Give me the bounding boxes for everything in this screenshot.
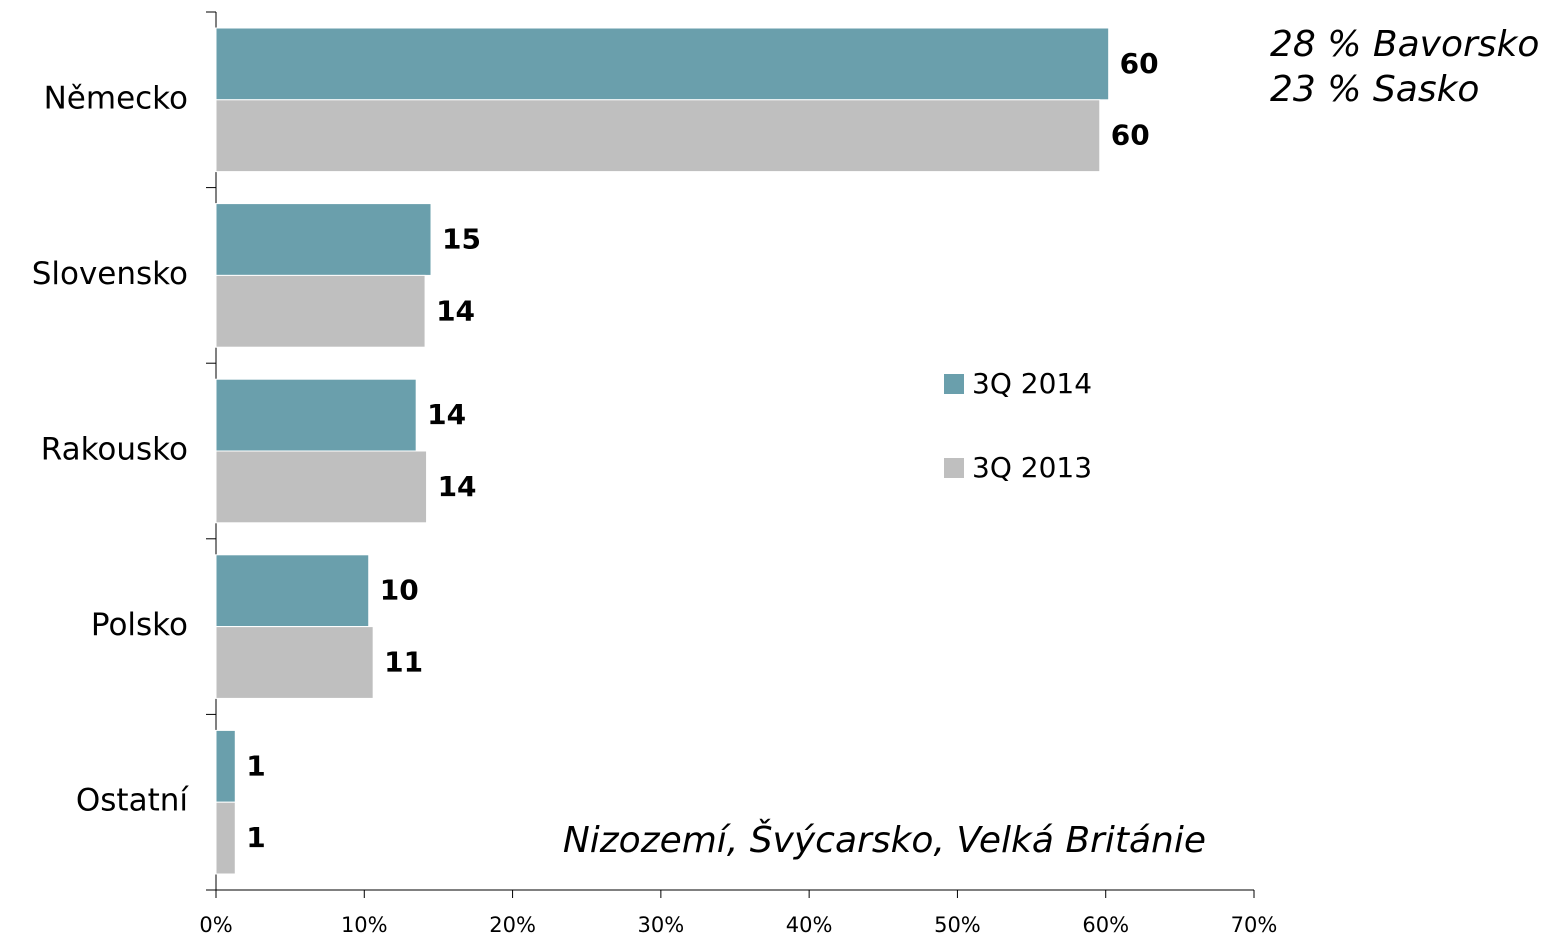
value-label: 1 — [246, 749, 265, 782]
legend-swatch — [944, 458, 964, 478]
value-label: 11 — [384, 646, 423, 679]
bar — [215, 729, 236, 803]
value-label: 1 — [246, 821, 265, 854]
bar — [215, 203, 432, 276]
x-tick-label: 20% — [489, 913, 536, 937]
value-label: 10 — [380, 574, 419, 607]
category-label: Ostatní — [76, 783, 190, 819]
x-tick-label: 50% — [934, 913, 981, 937]
bar — [215, 554, 370, 628]
category-label: Rakousko — [41, 432, 188, 468]
value-label: 15 — [442, 223, 481, 256]
legend-label: 3Q 2014 — [972, 367, 1092, 400]
x-tick-label: 40% — [786, 913, 833, 937]
x-tick-label: 60% — [1082, 913, 1129, 937]
annotation: 28 % Bavorsko — [1270, 24, 1539, 65]
bar — [215, 378, 417, 452]
value-label: 14 — [427, 398, 466, 431]
category-label: Německo — [44, 80, 188, 116]
x-tick-label: 70% — [1231, 913, 1278, 937]
value-label: 60 — [1120, 47, 1159, 80]
bar — [215, 450, 428, 524]
bar — [215, 626, 374, 699]
value-label: 14 — [438, 470, 477, 503]
annotation: 23 % Sasko — [1270, 69, 1479, 110]
x-tick-label: 10% — [341, 913, 388, 937]
x-tick-label: 0% — [199, 913, 232, 937]
category-label: Polsko — [91, 607, 188, 643]
value-label: 14 — [436, 294, 475, 327]
x-tick-label: 30% — [638, 913, 685, 937]
value-label: 60 — [1111, 119, 1150, 152]
bar — [215, 27, 1110, 101]
legend-label: 3Q 2013 — [972, 451, 1092, 484]
bar — [215, 801, 236, 875]
annotation: Nizozemí, Švýcarsko, Velká Británie — [563, 819, 1206, 861]
bar — [215, 99, 1101, 173]
legend-swatch — [944, 374, 964, 394]
category-label: Slovensko — [32, 256, 188, 292]
bar — [215, 274, 426, 348]
